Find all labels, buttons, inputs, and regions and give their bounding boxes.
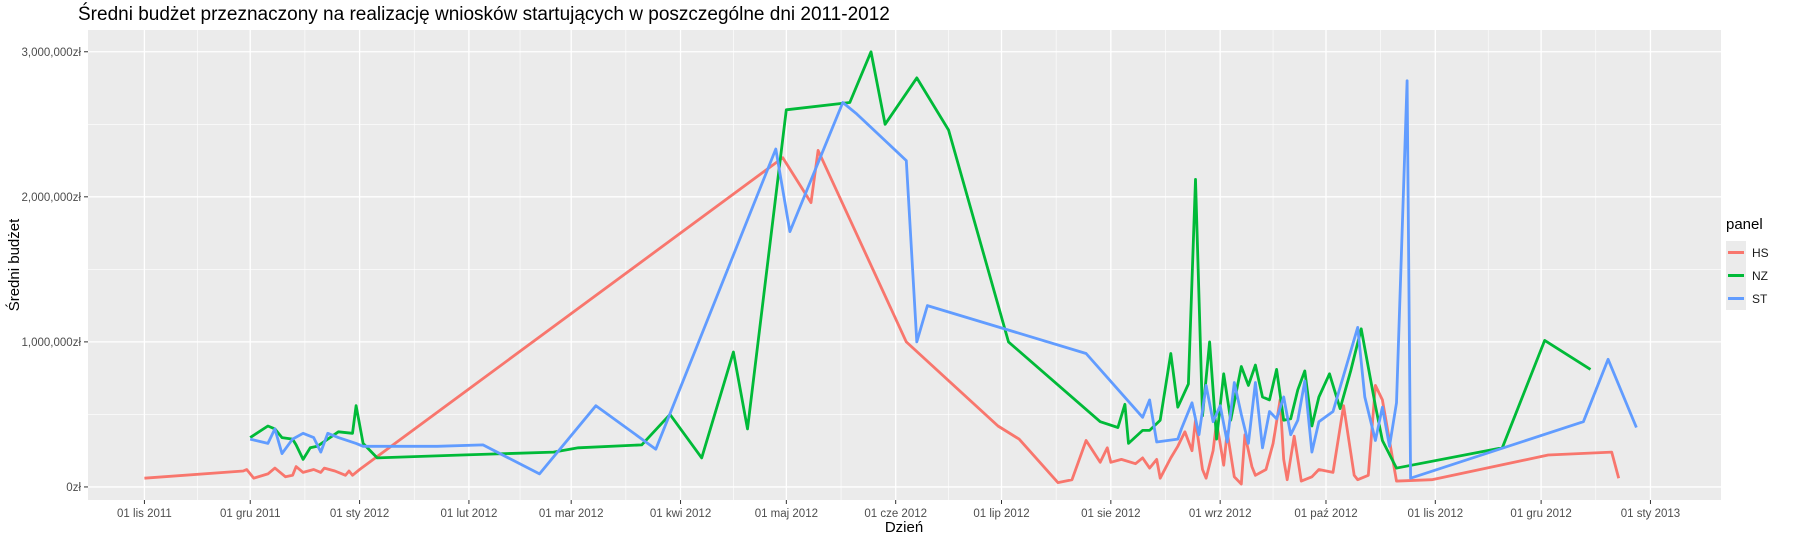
legend: panel HS NZ ST [1726,216,1796,310]
legend-item-st: ST [1726,287,1796,310]
x-tick-label: 01 lis 2012 [1408,508,1464,520]
x-tick-label: 01 paź 2012 [1294,508,1357,520]
y-axis-title: Średni budżet [5,218,23,311]
x-tick-label: 01 gru 2012 [1510,508,1571,520]
x-tick-label: 01 lip 2012 [973,508,1029,520]
series-layer [144,50,1638,486]
x-axis-title: Dzień [885,519,923,536]
plot-panel [88,30,1721,500]
legend-key [1726,264,1746,287]
series-line-hs [144,149,1621,486]
legend-key [1726,241,1746,264]
y-axis: 0zł 1,000,000zł 2,000,000zł 3,000,000zł [22,47,88,494]
x-tick-label: 01 kwi 2012 [650,508,711,520]
series-line-st [249,79,1638,480]
legend-item-nz: NZ [1726,264,1796,287]
legend-key [1726,287,1746,310]
legend-label: ST [1752,291,1768,306]
x-tick-label: 01 sty 2012 [330,508,389,520]
y-tick-label: 3,000,000zł [22,47,82,59]
legend-label: HS [1752,245,1769,260]
legend-title: panel [1726,216,1763,233]
chart-title: Średni budżet przeznaczony na realizację… [78,4,890,25]
x-tick-label: 01 maj 2012 [755,508,818,520]
x-tick-label: 01 wrz 2012 [1189,508,1252,520]
legend-swatch [1728,251,1744,254]
x-tick-label: 01 sty 2013 [1621,508,1680,520]
x-tick-label: 01 cze 2012 [864,508,927,520]
x-axis: 01 lis 2011 01 gru 2011 01 sty 2012 01 lut … [117,500,1680,520]
y-tick-label: 2,000,000zł [22,192,82,204]
series-line-nz [249,50,1592,470]
x-tick-label: 01 sie 2012 [1081,508,1140,520]
x-tick-label: 01 mar 2012 [539,508,604,520]
grid-minor [88,30,1721,500]
legend-swatch [1728,274,1744,277]
legend-swatch [1728,297,1744,300]
legend-label: NZ [1752,268,1768,283]
x-tick-label: 01 lut 2012 [440,508,497,520]
x-tick-label: 01 gru 2011 [220,508,281,520]
y-tick-label: 0zł [66,482,81,494]
legend-items: HS NZ ST [1726,241,1796,310]
legend-item-hs: HS [1726,241,1796,264]
y-tick-label: 1,000,000zł [22,337,82,349]
x-tick-label: 01 lis 2011 [117,508,172,520]
grid-major [88,30,1721,500]
